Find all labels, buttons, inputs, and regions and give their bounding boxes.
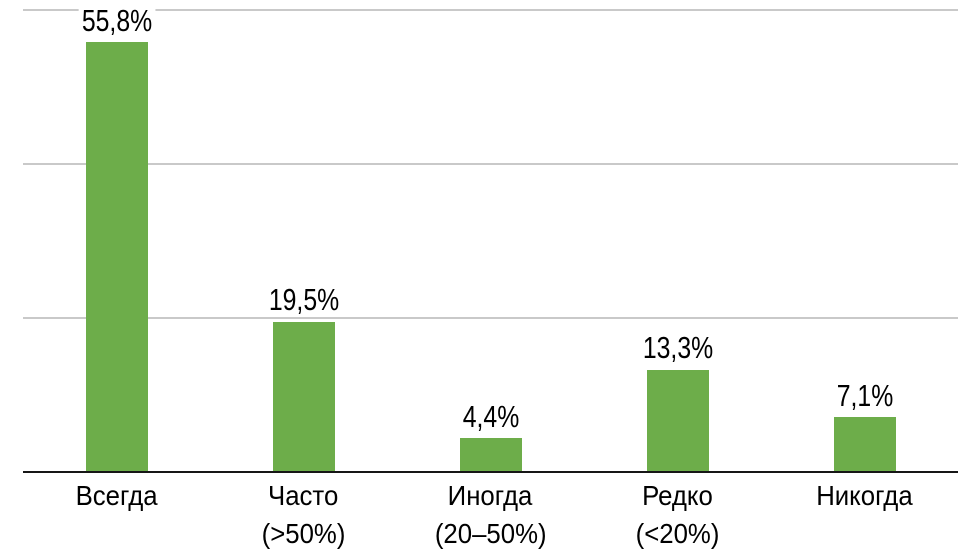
category-label: Редко (<20%) — [584, 477, 771, 553]
gridline — [23, 9, 958, 11]
bar-value-label: 19,5% — [265, 284, 342, 317]
chart-column: 4,4% — [397, 0, 584, 472]
category-label: Всегда — [23, 477, 210, 553]
category-label-line: Иногда — [448, 480, 533, 511]
bar-value-label: 55,8% — [78, 4, 155, 38]
chart-column: 55,8% — [23, 0, 210, 472]
category-label: Часто (>50%) — [210, 477, 397, 553]
x-axis-line — [23, 471, 958, 473]
category-label-line: Всегда — [75, 480, 158, 511]
chart-column: 7,1% — [771, 0, 958, 472]
bar-value-label: 7,1% — [833, 379, 896, 413]
chart-column: 13,3% — [584, 0, 771, 472]
plot-area: 55,8% 19,5% 4,4% 13,3% 7,1% Всегда Часто (>50%… — [23, 0, 958, 558]
bar — [833, 417, 896, 472]
bar — [85, 42, 148, 472]
category-label-line: Часто — [268, 480, 339, 511]
category-label-line: (>50%) — [261, 518, 346, 549]
bars-container: 55,8% 19,5% 4,4% 13,3% 7,1% — [23, 0, 958, 472]
category-label: Никогда — [771, 477, 958, 553]
bar-value-label: 13,3% — [639, 331, 716, 365]
category-labels-row: Всегда Часто (>50%) Иногда (20–50%) Редко (<20… — [23, 477, 958, 553]
gridline — [23, 163, 958, 165]
gridline — [23, 317, 958, 319]
chart-column: 19,5% — [210, 0, 397, 472]
bar-value-label: 4,4% — [459, 400, 522, 434]
category-label-line: Никогда — [816, 480, 913, 511]
category-label-line: Редко — [642, 480, 713, 511]
category-label: Иногда (20–50%) — [397, 477, 584, 553]
category-label-line: (20–50%) — [434, 518, 547, 549]
bar — [646, 369, 709, 472]
bar — [272, 321, 335, 472]
bar — [459, 438, 522, 472]
category-label-line: (<20%) — [635, 518, 720, 549]
